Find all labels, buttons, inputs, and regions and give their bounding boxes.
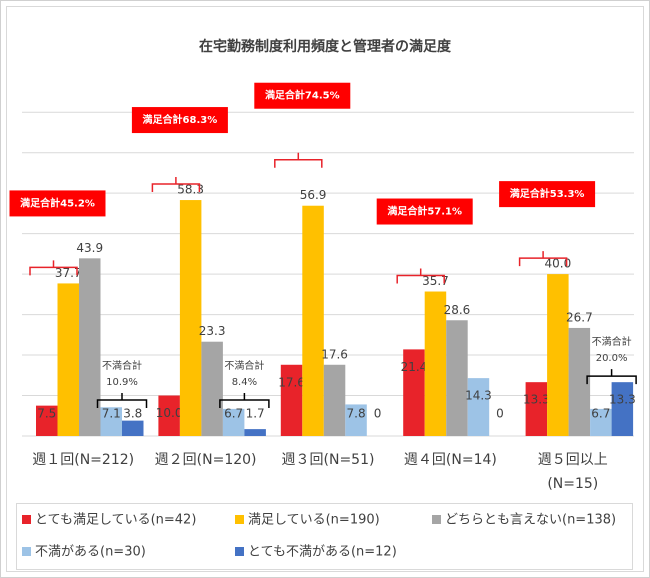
data-label: 1.7 [246,407,265,421]
annotation: 満足合計74.5% [265,89,340,102]
annotation-box [131,107,228,134]
data-label: 43.9 [76,241,103,255]
data-label: 3.8 [123,407,142,421]
legend-swatch [22,547,31,556]
legend-swatch [235,547,244,556]
bracket [219,393,270,408]
data-label: 37.7 [55,266,82,280]
data-label: 0 [374,407,382,421]
bar [611,382,634,436]
annotation: 満足合計53.3% [510,187,585,200]
data-label: 56.9 [300,188,327,202]
data-label: 40.0 [544,257,571,271]
bracket [518,251,568,267]
data-label: 13.3 [523,393,550,407]
annotation: 満足合計68.3% [143,113,218,126]
x-tick-label: 週５回以上(N=15) [537,452,608,492]
data-label: 6.7 [591,407,610,421]
annotation-box [376,198,473,225]
bracket [96,393,148,408]
bar [79,258,101,436]
bar [158,395,180,436]
bracket [396,268,445,284]
legend-label: どちらとも言えない(n=138) [445,513,616,528]
bar [100,407,122,436]
annotation: 8.4% [232,377,257,388]
bracket [586,369,637,385]
data-label: 17.6 [321,347,348,361]
bar [302,205,324,436]
bar [36,405,58,436]
annotation-box [499,181,596,208]
bar [244,429,266,436]
data-label: 21.4 [401,360,428,374]
data-label: 35.7 [422,274,449,288]
bar [467,378,490,436]
data-label: 17.6 [278,375,305,389]
data-label: 7.1 [102,407,121,421]
bar [424,291,447,436]
x-tick-label: 週１回(N=212) [32,452,135,468]
annotation: 20.0% [596,353,628,364]
annotation-box [9,190,106,217]
bar [590,408,612,436]
bar [323,364,346,436]
x-tick-label: 週２回(N=120) [154,452,257,468]
bar [446,320,468,436]
data-label: 7.8 [347,407,366,421]
chart-border [6,6,644,572]
chart-title: 在宅勤務制度利用頻度と管理者の満足度 [199,38,452,55]
bar [57,283,79,436]
annotation: 10.9% [106,377,138,388]
data-label: 28.6 [444,303,471,317]
annotation-box [254,82,351,109]
bar [403,349,425,436]
data-label: 14.3 [465,389,492,403]
bar [345,404,367,436]
legend-label: 不満がある(n=30) [35,545,146,560]
annotation: 不満合計 [102,359,142,372]
legend-label: 満足している(n=190) [248,513,380,528]
data-label: 26.7 [566,310,593,324]
legend-swatch [432,515,441,524]
data-label: 13.3 [609,393,636,407]
data-label: 7.5 [37,407,56,421]
annotation: 不満合計 [224,359,264,372]
bar [547,274,569,436]
x-tick-label: 週３回(N=51) [281,452,375,468]
annotation: 不満合計 [592,335,632,348]
data-label: 0 [496,407,504,421]
bracket [274,152,323,168]
bar [179,200,202,436]
bar [525,382,548,436]
data-label: 10.0 [156,406,183,420]
bar [201,341,223,436]
legend-swatch [22,515,31,524]
bar [280,364,303,436]
bar [222,408,245,436]
data-label: 58.3 [177,183,204,197]
annotation: 満足合計57.1% [387,205,462,218]
bracket [29,260,78,276]
data-label: 6.7 [224,407,243,421]
legend-swatch [235,515,244,524]
data-label: 23.3 [199,324,226,338]
x-tick-label: 週４回(N=14) [403,452,497,468]
legend-box [16,503,633,570]
bar [568,327,591,436]
annotation: 満足合計45.2% [20,196,95,209]
legend-label: とても不満がある(n=12) [248,545,397,560]
legend-label: とても満足している(n=42) [35,513,196,528]
bar [122,420,144,436]
bracket [151,177,201,193]
